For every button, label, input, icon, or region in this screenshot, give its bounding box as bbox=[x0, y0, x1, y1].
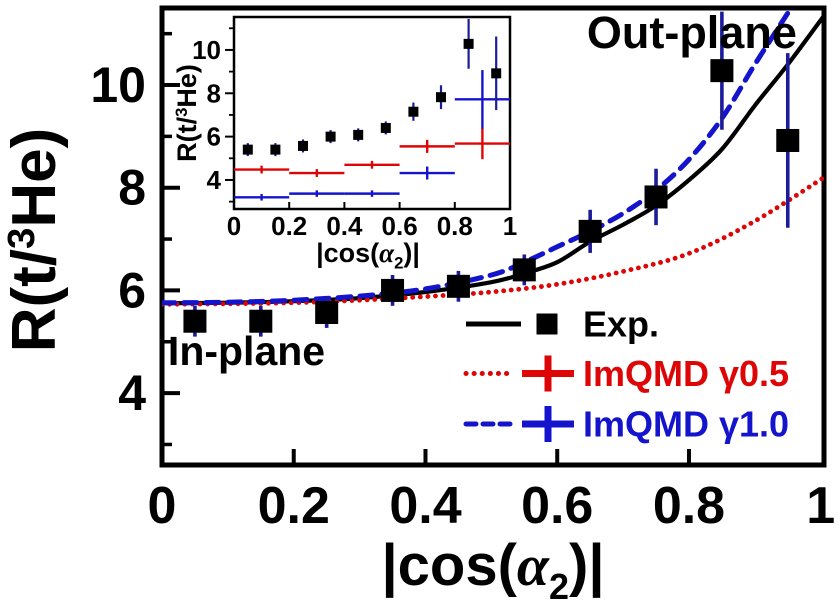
inset-axes: 0 0.2 0.4 0.6 0.8 1 4 6 8 10 bbox=[192, 27, 517, 241]
inset-plot: 0 0.2 0.4 0.6 0.8 1 4 6 8 10 |cos(α2)| R(t/3He) bbox=[172, 15, 517, 273]
legend: Exp. ImQMD γ0.5 ImQMD γ1.0 bbox=[463, 304, 789, 445]
inset-x-tick-label: 1 bbox=[503, 211, 517, 241]
exp-data-point bbox=[491, 68, 502, 79]
annotation-out-plane: Out-plane bbox=[587, 7, 797, 58]
y-tick-label: 8 bbox=[118, 160, 146, 216]
legend-square-marker bbox=[536, 313, 558, 335]
legend-label: ImQMD γ0.5 bbox=[583, 353, 789, 394]
x-tick-label: 0.4 bbox=[389, 477, 461, 535]
exp-data-point bbox=[446, 274, 470, 298]
exp-data-point bbox=[644, 185, 668, 209]
exp-data-point bbox=[315, 300, 339, 324]
imqmd-g05-series bbox=[234, 127, 510, 177]
x-tick-label: 0 bbox=[148, 477, 177, 535]
inset-y-tick-label: 4 bbox=[207, 165, 222, 195]
exp-data-point bbox=[325, 131, 336, 142]
exp-data-point bbox=[183, 309, 207, 333]
y-tick-label: 4 bbox=[118, 365, 146, 421]
exp-data-point bbox=[710, 59, 734, 83]
exp-data-point bbox=[353, 129, 364, 140]
exp-data-point bbox=[578, 219, 602, 243]
legend-row: ImQMD γ0.5 bbox=[463, 353, 789, 394]
exp-series-main bbox=[183, 11, 800, 337]
exp-data-point bbox=[776, 128, 800, 152]
exp-data-point bbox=[381, 278, 405, 302]
x-tick-label: 0.2 bbox=[258, 477, 330, 535]
x-tick-label: 1 bbox=[806, 477, 835, 535]
exp-data-point bbox=[380, 122, 391, 133]
inset-x-axis-title: |cos(α2)| bbox=[316, 238, 420, 273]
inset-x-tick-label: 0.8 bbox=[437, 211, 473, 241]
y-axis-title: R(t/3He) bbox=[0, 128, 69, 353]
legend-label: ImQMD γ1.0 bbox=[583, 404, 789, 445]
imqmd-g10-series bbox=[234, 70, 510, 201]
inset-x-tick-label: 0 bbox=[227, 211, 241, 241]
exp-data-point bbox=[463, 38, 474, 49]
exp-series-inset bbox=[242, 18, 502, 157]
inset-y-axis-title: R(t/3He) bbox=[172, 64, 202, 162]
legend-label: Exp. bbox=[583, 304, 659, 345]
exp-data-point bbox=[249, 309, 273, 333]
model-curves bbox=[162, 8, 824, 307]
x-tick-label: 0.8 bbox=[653, 477, 725, 535]
inset-y-tick-label: 6 bbox=[207, 122, 221, 152]
main-plot: 0 0.2 0.4 0.6 0.8 146810|cos(α2)|R(t/3He)In-p… bbox=[0, 5, 835, 607]
main-plot-border bbox=[159, 5, 827, 468]
inset-y-tick-label: 8 bbox=[207, 78, 221, 108]
y-tick-label: 10 bbox=[90, 57, 146, 113]
y-tick-label: 6 bbox=[118, 262, 146, 318]
exp-data-point bbox=[436, 92, 446, 103]
x-axis-title: |cos(α2)| bbox=[381, 533, 604, 607]
inset-border bbox=[232, 15, 512, 211]
inset-y-tick-label: 10 bbox=[192, 35, 221, 65]
exp-data-point bbox=[242, 144, 253, 155]
inset-x-tick-label: 0.6 bbox=[382, 211, 418, 241]
exp-data-point bbox=[270, 144, 281, 155]
curve-dashed bbox=[162, 8, 795, 306]
annotation-in-plane: In-plane bbox=[168, 328, 325, 374]
inset-x-tick-label: 0.4 bbox=[326, 211, 363, 241]
x-tick-label: 0.6 bbox=[521, 477, 593, 535]
inset-x-tick-label: 0.2 bbox=[271, 211, 307, 241]
exp-data-point bbox=[298, 140, 308, 151]
exp-data-point bbox=[512, 258, 536, 282]
legend-row: Exp. bbox=[466, 304, 659, 345]
legend-row: ImQMD γ1.0 bbox=[463, 404, 789, 445]
exp-data-point bbox=[408, 106, 419, 117]
